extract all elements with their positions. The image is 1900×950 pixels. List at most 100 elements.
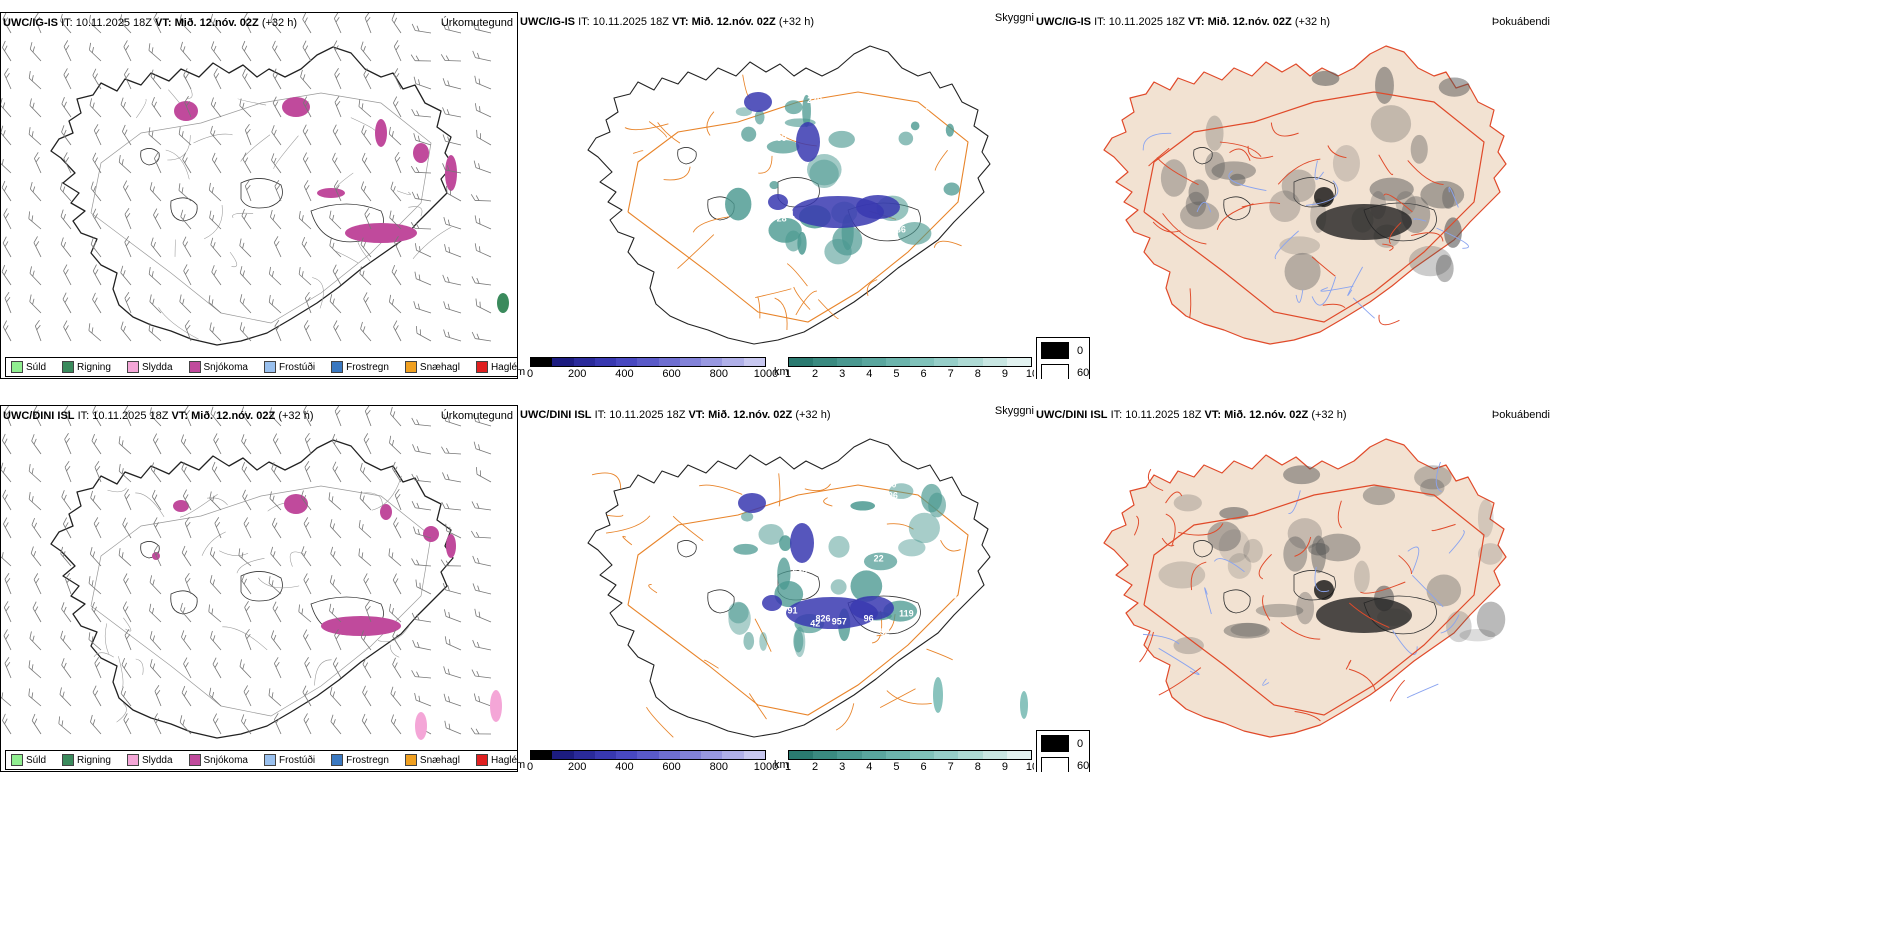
wind-barb	[34, 152, 42, 174]
wind-barb	[270, 546, 282, 567]
road	[703, 659, 719, 669]
wind-barb	[150, 237, 162, 258]
snow-area	[423, 526, 439, 542]
wind-barb	[362, 657, 372, 679]
sleet-area	[415, 712, 427, 740]
wind-barb	[180, 209, 192, 230]
wind-barb	[298, 267, 312, 286]
river	[1288, 490, 1301, 514]
wind-barb	[4, 406, 12, 427]
road	[1161, 537, 1175, 547]
legend-label: Rigning	[77, 754, 111, 766]
fog-area	[1314, 580, 1334, 600]
colorbar-segment	[658, 358, 680, 366]
wind-barb	[29, 98, 42, 118]
wind-barb	[332, 657, 342, 679]
road	[174, 239, 176, 257]
wind-barb	[242, 152, 252, 174]
colorbar-tick-label: 600	[662, 761, 681, 772]
road	[1189, 288, 1192, 319]
wind-barb	[29, 294, 42, 314]
wind-barb	[210, 125, 222, 146]
road	[940, 540, 961, 552]
wind-barb	[210, 13, 222, 34]
wind-barb	[60, 546, 72, 567]
wind-barb	[179, 14, 192, 34]
wind-barb	[332, 264, 342, 286]
colorbar-tick-label: 10	[1025, 368, 1034, 379]
legend-swatch	[404, 754, 417, 766]
wind-barb	[60, 237, 72, 258]
road	[786, 263, 808, 287]
wind-barb	[358, 548, 372, 567]
lead-time: (+32 h)	[1311, 409, 1347, 421]
glacier-outline	[1223, 196, 1251, 221]
wind-barb	[414, 271, 432, 286]
wind-barb	[92, 292, 102, 314]
wind-barb	[124, 68, 132, 90]
glacier-outline	[240, 178, 283, 209]
road	[107, 487, 127, 493]
colorbar-segment	[701, 358, 723, 366]
panel-title: Þokuábendi	[1491, 16, 1550, 28]
road	[657, 122, 681, 144]
colorbar-tick-label: 2	[812, 761, 819, 772]
wind-barb	[93, 517, 102, 539]
colorbar-tick-label: 9	[1001, 761, 1008, 772]
road	[934, 149, 948, 171]
road	[648, 121, 667, 138]
snow-area	[446, 534, 456, 558]
wind-barb	[413, 133, 432, 146]
low-visibility-area	[933, 677, 943, 713]
wind-barb	[28, 492, 42, 511]
wind-barb	[442, 274, 462, 286]
fog-area	[1185, 191, 1207, 217]
wind-barb	[121, 124, 132, 146]
colorbar-tick-label: 6	[920, 368, 927, 379]
wind-barb	[411, 473, 432, 483]
colorbar-tick-label: 800	[709, 368, 728, 379]
wind-barb	[31, 713, 42, 735]
wind-barb	[391, 264, 402, 286]
fog-area	[1477, 499, 1494, 538]
low-visibility-area	[921, 483, 942, 513]
cloud-base-label: 386	[891, 224, 906, 234]
road	[1152, 221, 1181, 233]
wind-barb	[91, 602, 102, 623]
wind-barb	[304, 291, 312, 314]
wind-barb	[92, 685, 102, 707]
wind-barb	[302, 152, 312, 174]
wind-barb	[444, 636, 462, 651]
road	[1162, 213, 1207, 245]
wind-barb	[411, 670, 432, 679]
wind-barb	[300, 69, 312, 90]
colorbar-segment	[837, 751, 862, 759]
low-visibility-area	[809, 159, 839, 189]
glacier-outline	[170, 590, 198, 615]
wind-barb	[241, 434, 252, 455]
precip-type-map-dini	[1, 406, 502, 765]
colorbar-segment	[594, 751, 617, 759]
wind-barb	[360, 462, 372, 483]
wind-barb	[474, 608, 492, 623]
wind-barb	[28, 127, 42, 146]
wind-barb	[34, 13, 42, 34]
panel-header: UWC/IG-IS IT: 10.11.2025 18Z VT: Mið. 12…	[520, 16, 814, 28]
river	[1274, 230, 1299, 260]
wind-barb	[415, 326, 432, 342]
wind-barb	[269, 491, 282, 511]
legend-swatch	[331, 754, 344, 766]
valid-time: VT: Mið. 12.nóv. 02Z	[688, 409, 793, 421]
wind-barb	[243, 685, 252, 707]
wind-barb	[303, 517, 312, 539]
cloud-base-label: 826	[815, 614, 830, 624]
wind-barb	[444, 720, 462, 735]
wind-barb	[303, 573, 312, 595]
wind-barb	[149, 407, 162, 427]
wind-barb	[333, 40, 342, 62]
ring-road	[90, 485, 432, 717]
wind-barb	[332, 152, 342, 174]
fog-area	[1362, 485, 1396, 506]
colorbar-segment	[637, 751, 659, 759]
